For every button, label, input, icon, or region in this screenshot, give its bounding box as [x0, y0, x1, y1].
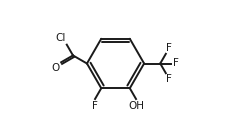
- Text: F: F: [167, 43, 172, 53]
- Text: F: F: [173, 59, 179, 68]
- Text: Cl: Cl: [55, 33, 66, 43]
- Text: OH: OH: [129, 101, 145, 111]
- Text: F: F: [167, 74, 172, 84]
- Text: O: O: [51, 63, 59, 73]
- Text: F: F: [92, 101, 98, 111]
